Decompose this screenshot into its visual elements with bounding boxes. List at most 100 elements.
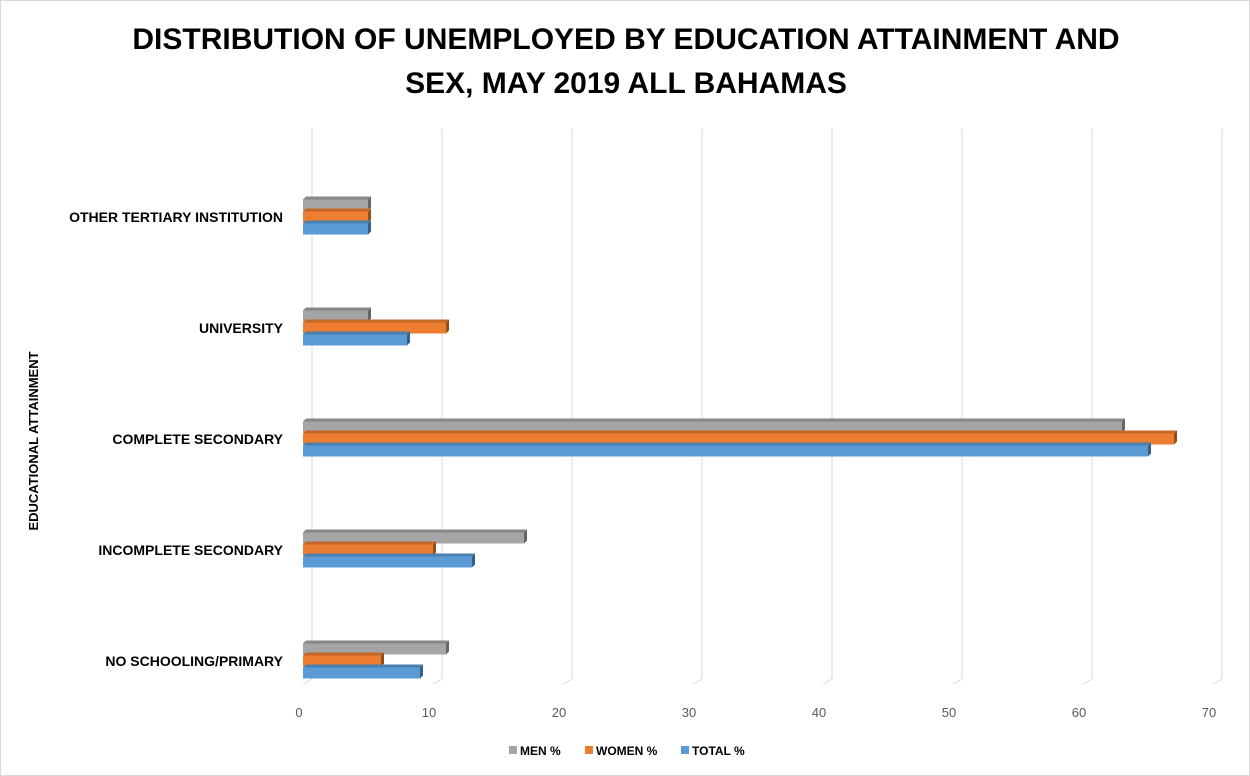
bar-total [303, 664, 423, 679]
bar-top-face [303, 652, 384, 656]
bar-end-face [368, 208, 371, 223]
legend: MEN % WOMEN % TOTAL % [509, 744, 745, 758]
bar-women [303, 652, 384, 667]
bar-women [303, 541, 436, 556]
category-label: UNIVERSITY [199, 320, 284, 336]
legend-item: WOMEN % [585, 744, 658, 758]
bar-top-face [303, 331, 410, 335]
bar-top-face [303, 208, 371, 212]
bar-end-face [368, 220, 371, 235]
bar-front-face [303, 211, 368, 223]
bar-front-face [303, 544, 433, 556]
legend-label: MEN % [520, 744, 561, 758]
gridline-floor [1212, 678, 1223, 685]
bar-end-face [1148, 442, 1151, 457]
bar-top-face [303, 640, 449, 644]
bar-women [303, 208, 371, 223]
bar-top-face [303, 541, 436, 545]
gridline-floor [562, 678, 573, 685]
bar-men [303, 529, 527, 544]
bar-top-face [303, 442, 1151, 446]
x-tick-label: 10 [422, 705, 436, 720]
x-tick-label: 30 [682, 705, 696, 720]
x-tick-label: 70 [1202, 705, 1216, 720]
bar-top-face [303, 307, 371, 311]
gridline-floor [432, 678, 443, 685]
y-axis-title: EDUCATIONAL ATTAINMENT [26, 351, 41, 530]
x-tick-label: 20 [552, 705, 566, 720]
x-tick-label: 0 [295, 705, 302, 720]
gridline-floor [302, 678, 313, 685]
bar-men [303, 418, 1125, 433]
x-tick-label: 50 [942, 705, 956, 720]
legend-label: WOMEN % [596, 744, 658, 758]
legend-item: TOTAL % [681, 744, 745, 758]
bar-top-face [303, 196, 371, 200]
category-labels: OTHER TERTIARY INSTITUTION UNIVERSITY COMP… [69, 209, 284, 669]
bar-men [303, 307, 371, 322]
category-label: OTHER TERTIARY INSTITUTION [69, 209, 283, 225]
bar-women [303, 430, 1177, 445]
bar-top-face [303, 529, 527, 533]
bar-front-face [303, 445, 1148, 457]
bar-front-face [303, 310, 368, 322]
bar-total [303, 331, 410, 346]
bar-total [303, 442, 1151, 457]
x-tick-label: 60 [1072, 705, 1086, 720]
bar-front-face [303, 223, 368, 235]
bar-top-face [303, 664, 423, 668]
bar-top-face [303, 553, 475, 557]
legend-swatch [509, 746, 517, 754]
category-label: NO SCHOOLING/PRIMARY [105, 653, 283, 669]
bar-front-face [303, 334, 407, 346]
bar-end-face [407, 331, 410, 346]
bar-end-face [420, 664, 423, 679]
gridline-floor [952, 678, 963, 685]
x-tick-labels: 0 10 20 30 40 50 60 70 [295, 705, 1216, 720]
bar-front-face [303, 643, 446, 655]
bar-end-face [1174, 430, 1177, 445]
bar-end-face [472, 553, 475, 568]
bar-front-face [303, 655, 381, 667]
x-tick-label: 40 [812, 705, 826, 720]
bar-end-face [433, 541, 436, 556]
bar-front-face [303, 532, 524, 544]
bar-front-face [303, 433, 1174, 445]
chart-title-line-2: SEX, MAY 2019 ALL BAHAMAS [405, 67, 847, 100]
category-label: COMPLETE SECONDARY [112, 431, 283, 447]
gridlines [302, 129, 1223, 685]
legend-swatch [585, 746, 593, 754]
bar-front-face [303, 421, 1122, 433]
bar-end-face [446, 640, 449, 655]
bar-men [303, 640, 449, 655]
bar-top-face [303, 418, 1125, 422]
legend-swatch [681, 746, 689, 754]
bar-top-face [303, 220, 371, 224]
bar-end-face [446, 319, 449, 334]
bar-front-face [303, 199, 368, 211]
bar-top-face [303, 319, 449, 323]
gridline-floor [1082, 678, 1093, 685]
legend-label: TOTAL % [692, 744, 745, 758]
legend-item: MEN % [509, 744, 561, 758]
bar-end-face [368, 196, 371, 211]
bar-women [303, 319, 449, 334]
bar-total [303, 220, 371, 235]
bar-end-face [1122, 418, 1125, 433]
gridline-floor [822, 678, 833, 685]
bar-men [303, 196, 371, 211]
chart-title: DISTRIBUTION OF UNEMPLOYED BY EDUCATION … [132, 23, 1119, 100]
bar-end-face [381, 652, 384, 667]
bar-front-face [303, 667, 420, 679]
bar-front-face [303, 556, 472, 568]
bar-end-face [524, 529, 527, 544]
bar-top-face [303, 430, 1177, 434]
bar-total [303, 553, 475, 568]
bars [303, 196, 1177, 679]
category-label: INCOMPLETE SECONDARY [98, 542, 283, 558]
bar-end-face [368, 307, 371, 322]
bar-front-face [303, 322, 446, 334]
chart-title-line-1: DISTRIBUTION OF UNEMPLOYED BY EDUCATION … [132, 23, 1119, 56]
